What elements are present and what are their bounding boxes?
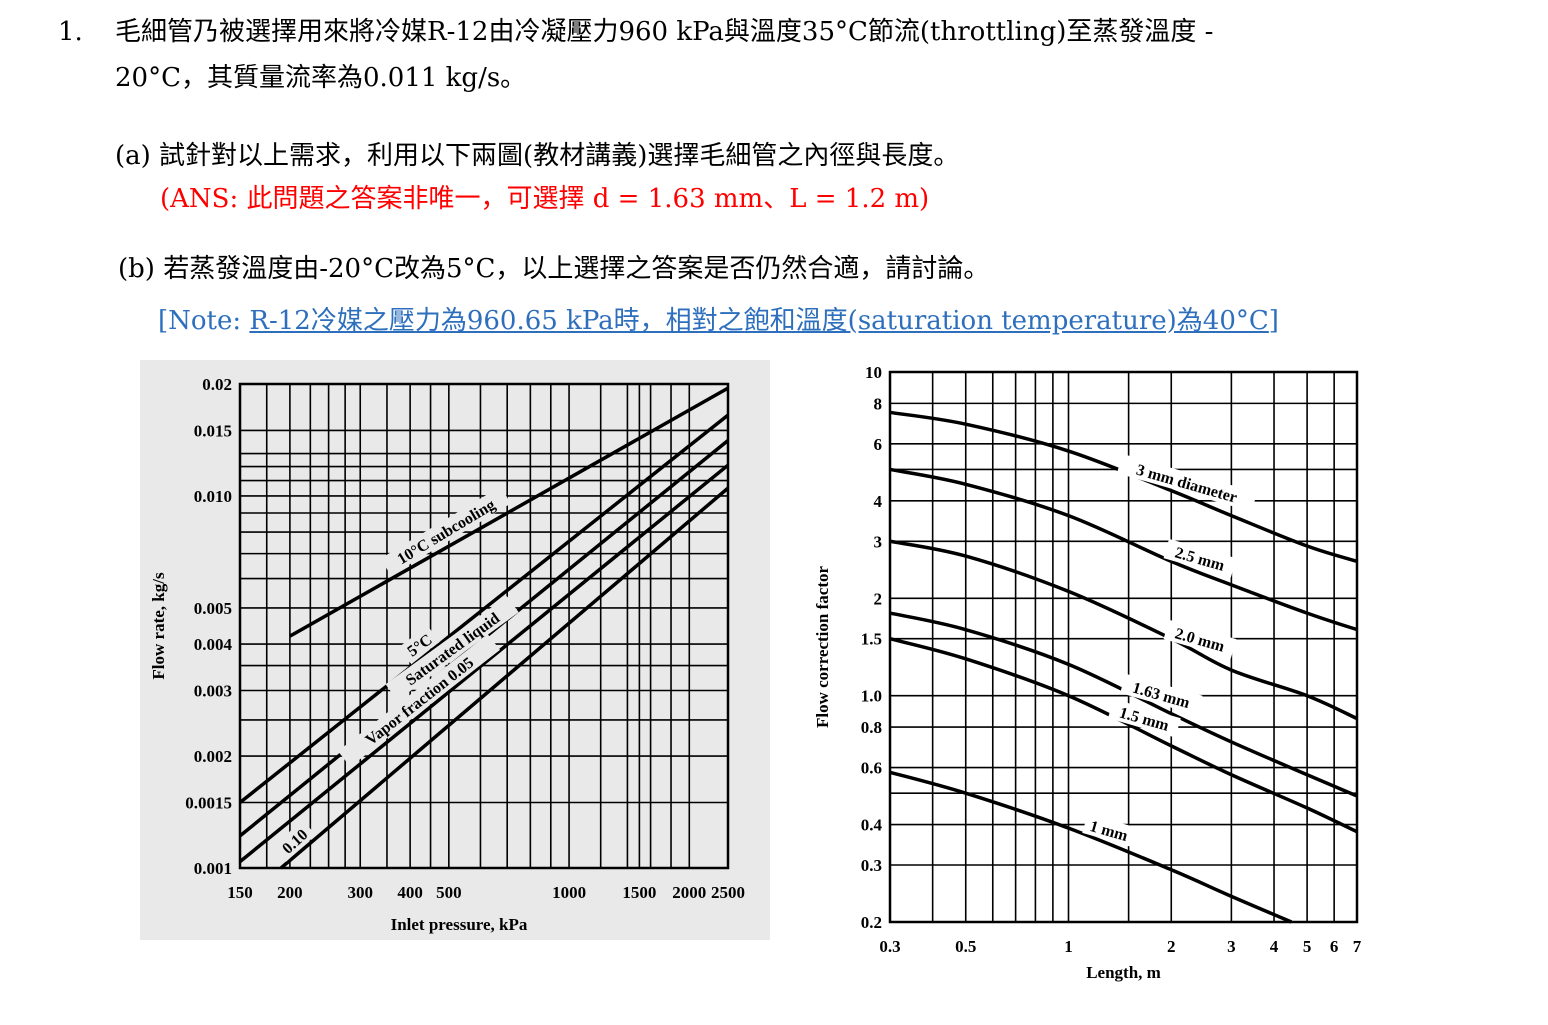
x-axis-label: Inlet pressure, kPa (391, 915, 528, 934)
x-tick-label: 1 (1064, 937, 1073, 956)
note-suffix: ] (1268, 306, 1279, 336)
x-tick-label: 0.3 (879, 937, 900, 956)
part-a-answer: (ANS: 此問題之答案非唯一，可選擇 d = 1.63 mm、L = 1.2 … (160, 184, 930, 214)
y-tick-label: 2 (874, 589, 883, 608)
series-line (238, 413, 730, 804)
part-b-text: (b) 若蒸發溫度由-20°C改為5°C，以上選擇之答案是否仍然合適，請討論。 (118, 254, 990, 284)
series-line (889, 467, 1358, 632)
y-tick-label: 1.0 (861, 687, 882, 706)
series-line (238, 463, 730, 864)
y-tick-label: 0.2 (861, 913, 882, 932)
x-tick-label: 2 (1167, 937, 1176, 956)
x-tick-label: 0.5 (955, 937, 976, 956)
y-tick-label: 10 (865, 363, 882, 382)
part-b-note: [Note: R-12冷媒之壓力為960.65 kPa時，相對之飽和溫度(sat… (158, 305, 1279, 337)
series-label-bg (272, 819, 316, 862)
y-tick-label: 1.5 (861, 630, 882, 649)
flow-correction-chart: 0.3 0.5 1 2 3 4 5 6 710864321.51.00.80.60.40.30.… (813, 363, 1362, 982)
series-label-bg (1120, 673, 1203, 716)
question-line-2: 20°C，其質量流率為0.011 kg/s。 (115, 63, 527, 93)
x-tick-label: 500 (436, 883, 462, 902)
flow-rate-chart: 150 200 300 400 500 1000 1500 2000 2500 0.02 0.015… (140, 360, 770, 940)
x-tick-label: 5 (1303, 937, 1312, 956)
x-tick-label: 1500 (622, 883, 656, 902)
series-label-bg (1117, 453, 1258, 512)
x-tick-label: 4 (1270, 937, 1279, 956)
y-tick-label: 0.001 (194, 859, 232, 878)
series-line (889, 410, 1358, 564)
x-tick-label: 7 (1353, 937, 1362, 956)
x-tick-label: 300 (347, 883, 373, 902)
question-line-1: 毛細管乃被選擇用來將冷媒R-12由冷凝壓力960 kPa與溫度35°C節流(th… (115, 17, 1214, 47)
y-tick-label: 0.3 (861, 856, 882, 875)
y-tick-label: 8 (874, 394, 883, 413)
series-line (279, 486, 730, 870)
x-tick-label: 3 (1227, 937, 1236, 956)
y-tick-label: 0.004 (194, 635, 233, 654)
y-tick-label: 3 (874, 532, 883, 551)
part-a-text: (a) 試針對以上需求，利用以下兩圖(教材講義)選擇毛細管之內徑與長度。 (115, 141, 960, 171)
plot-frame (238, 382, 730, 870)
y-tick-label: 4 (874, 492, 883, 511)
y-tick-label: 0.015 (194, 421, 232, 440)
series-line (889, 770, 1293, 924)
y-tick-label: 0.4 (861, 816, 883, 835)
x-tick-label: 200 (277, 883, 303, 902)
note-link[interactable]: R-12冷媒之壓力為960.65 kPa時，相對之飽和溫度(saturation… (249, 306, 1269, 336)
series-label-bg (1163, 538, 1237, 578)
y-tick-label: 0.02 (202, 375, 232, 394)
x-tick-label: 2500 (711, 883, 745, 902)
y-tick-label: 0.002 (194, 747, 232, 766)
y-tick-label: 0.005 (194, 599, 232, 618)
question-number: 1. (58, 17, 83, 47)
series-label: 1 mm (1088, 818, 1130, 845)
x-tick-label: 6 (1330, 937, 1339, 956)
series-label-bg (1163, 619, 1237, 659)
x-axis-label: Length, m (1086, 963, 1161, 982)
series-label-bg (337, 634, 500, 767)
y-axis-label: Flow correction factor (813, 566, 832, 729)
plot-frame (888, 370, 1359, 924)
series-line (889, 611, 1358, 798)
y-tick-label: 6 (874, 435, 883, 454)
series-label-bg (380, 486, 511, 576)
y-tick-label: 0.0015 (185, 793, 232, 812)
y-tick-label: 0.003 (194, 682, 232, 701)
series-line (289, 386, 729, 638)
y-tick-label: 0.8 (861, 718, 882, 737)
series-label-bg (1107, 698, 1181, 738)
x-tick-label: 1000 (552, 883, 586, 902)
series-line (889, 539, 1358, 721)
y-axis-label: Flow rate, kg/s (149, 572, 168, 680)
series-line (889, 637, 1358, 834)
x-tick-label: 2000 (672, 883, 706, 902)
y-tick-label: 0.010 (194, 487, 232, 506)
series-label-bg (398, 625, 440, 664)
x-tick-label: 150 (227, 883, 253, 902)
y-tick-label: 0.6 (861, 759, 882, 778)
note-prefix: [Note: (158, 306, 250, 336)
x-tick-label: 400 (397, 883, 423, 902)
series-label-bg (1082, 813, 1136, 847)
series-label-bg (385, 596, 519, 701)
